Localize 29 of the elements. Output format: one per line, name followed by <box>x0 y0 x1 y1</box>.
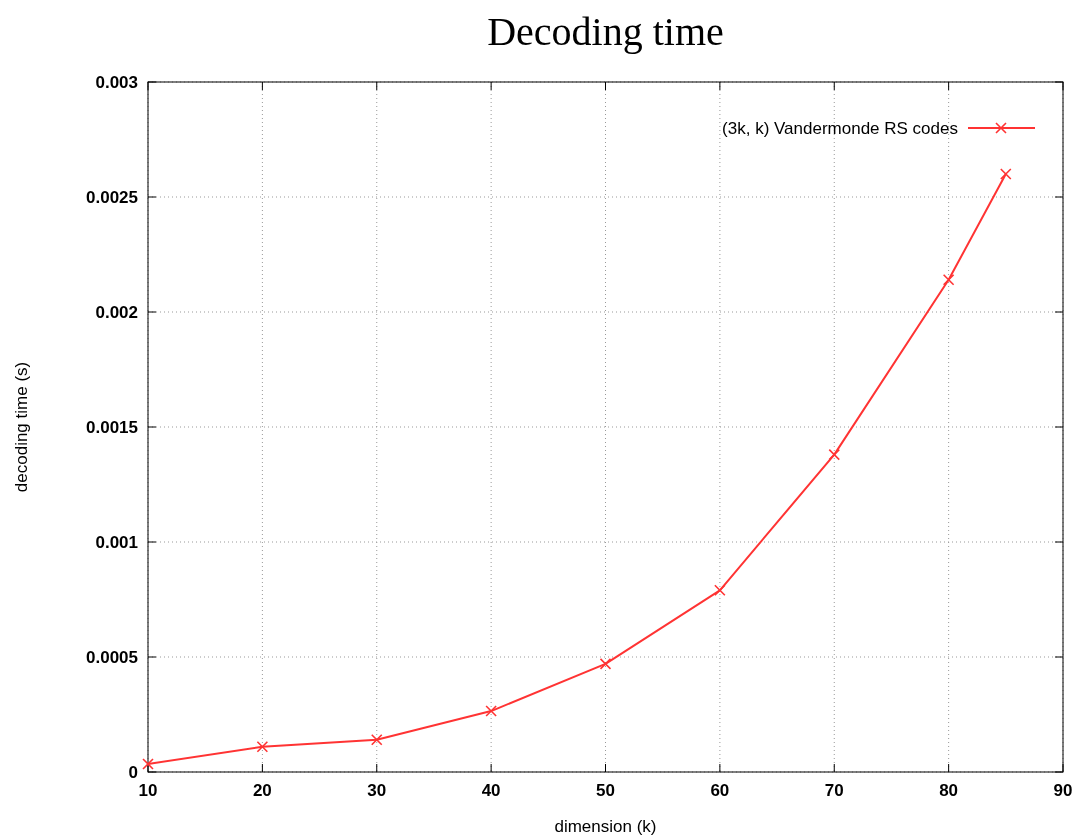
x-tick-label: 70 <box>824 781 844 800</box>
y-axis-title: decoding time (s) <box>12 361 31 493</box>
y-tick-label: 0.0005 <box>86 648 138 667</box>
point <box>599 658 612 670</box>
point <box>1000 168 1012 180</box>
y-tick-label: 0.001 <box>95 533 138 552</box>
point <box>485 705 497 717</box>
x-tick-label: 90 <box>1053 781 1073 800</box>
point <box>828 448 841 461</box>
x-tick-label: 80 <box>939 781 959 800</box>
x-tick-label: 50 <box>596 781 615 800</box>
y-tick-label: 0.0025 <box>86 188 138 207</box>
x-tick-label: 40 <box>481 781 501 800</box>
x-tick-label: 10 <box>138 781 158 800</box>
point <box>714 584 726 597</box>
chart-title: Decoding time <box>487 9 724 54</box>
x-tick-label: 30 <box>367 781 387 800</box>
y-tick-label: 0.002 <box>95 303 138 322</box>
x-tick-label: 60 <box>710 781 730 800</box>
legend-label: (3k, k) Vandermonde RS codes <box>722 119 958 138</box>
point <box>942 274 955 286</box>
y-tick-label: 0.003 <box>95 73 138 92</box>
point <box>370 734 383 746</box>
y-tick-label: 0.0015 <box>86 418 138 437</box>
y-tick-label: 0 <box>128 763 138 782</box>
x-tick-label: 20 <box>252 781 272 800</box>
point <box>256 740 269 753</box>
point <box>142 758 154 770</box>
x-axis-title: dimension (k) <box>554 817 657 836</box>
